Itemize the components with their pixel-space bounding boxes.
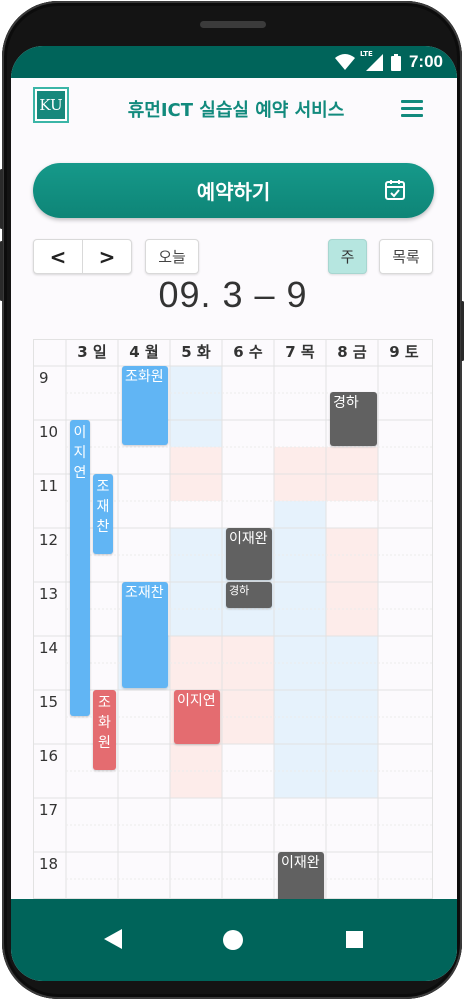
reservation-event[interactable]: 이재완	[226, 528, 272, 580]
app-title: 휴먼ICT 실습실 예약 서비스	[127, 100, 345, 121]
day-header: 9 토	[389, 343, 419, 361]
lte-signal-icon: LTE	[360, 50, 383, 71]
event-label-char: 화	[98, 715, 111, 731]
day-header: 3 일	[77, 343, 107, 361]
home-icon[interactable]	[223, 930, 243, 950]
event-label: 이지연	[177, 693, 216, 709]
reservation-event[interactable]: 이지연	[174, 690, 220, 744]
day-header: 6 수	[233, 343, 263, 361]
date-range: 09. 3 – 9	[158, 274, 308, 315]
hour-label: 16	[39, 747, 59, 765]
event-label-char: 조	[98, 695, 111, 711]
day-header: 4 월	[129, 343, 159, 361]
week-calendar: 3 일 4 월 5 화 6 수 7 목 8 금 9 토 9 10 11 12 1…	[33, 339, 433, 899]
reservation-event[interactable]: 경하	[330, 392, 377, 446]
app-bar: KU 휴먼ICT 실습실 예약 서비스	[11, 78, 457, 146]
clock: 7:00	[408, 52, 443, 71]
hour-label: 14	[39, 639, 59, 657]
reserve-button-label: 예약하기	[196, 180, 271, 204]
volume-button	[0, 241, 3, 301]
back-icon[interactable]	[104, 929, 122, 949]
volume-button	[0, 169, 3, 229]
hour-label: 13	[39, 585, 59, 603]
battery-icon	[390, 53, 401, 71]
event-label: 조재찬	[125, 585, 164, 601]
recents-icon[interactable]	[346, 931, 363, 948]
event-label-char: 조	[96, 479, 110, 495]
hour-label: 15	[39, 693, 59, 711]
reservation-event[interactable]: 조화원	[122, 366, 168, 445]
ku-logo[interactable]: KU	[33, 87, 69, 123]
reservation-event[interactable]: 이재완	[278, 852, 324, 899]
hour-label: 11	[39, 477, 59, 495]
day-header: 7 목	[285, 343, 315, 361]
hour-label: 10	[39, 423, 59, 441]
earpiece-speaker	[200, 21, 266, 28]
event-label-char: 찬	[96, 519, 110, 535]
week-view-button[interactable]: 주	[328, 239, 367, 274]
network-type: LTE	[359, 49, 373, 58]
hour-label: 17	[39, 801, 59, 819]
event-label: 이재완	[229, 531, 268, 547]
wifi-icon	[334, 54, 355, 70]
status-bar: LTE 7:00	[11, 46, 457, 78]
power-button	[461, 301, 464, 361]
event-label-char: 연	[73, 465, 87, 481]
next-week-button[interactable]: >	[82, 240, 131, 273]
menu-icon[interactable]	[401, 100, 423, 117]
event-label-char: 이	[73, 425, 87, 441]
event-label: 조화원	[125, 369, 164, 385]
android-nav-bar	[11, 899, 457, 981]
hour-label: 18	[39, 855, 59, 873]
day-header: 5 화	[181, 343, 211, 361]
day-header: 8 금	[337, 343, 367, 361]
calendar-check-icon	[385, 180, 405, 200]
event-label: 경하	[229, 584, 250, 597]
event-label-char: 재	[96, 499, 110, 515]
event-label: 경하	[333, 395, 359, 411]
reservation-event[interactable]: 경하	[226, 582, 272, 608]
reservation-event[interactable]: 조재찬	[122, 582, 168, 688]
list-view-button[interactable]: 목록	[379, 239, 433, 274]
screen: LTE 7:00 KU 휴먼ICT 실습실 예약 서비스 예약하기	[11, 46, 457, 981]
event-label: 이재완	[281, 855, 320, 871]
today-button[interactable]: 오늘	[145, 239, 199, 274]
reserve-button[interactable]: 예약하기	[33, 163, 434, 218]
week-navigation: < >	[33, 239, 132, 274]
event-label-char: 지	[73, 445, 87, 461]
event-label-char: 원	[98, 735, 111, 751]
hour-label: 12	[39, 531, 59, 549]
prev-week-button[interactable]: <	[49, 244, 67, 269]
hour-label: 9	[39, 369, 49, 387]
